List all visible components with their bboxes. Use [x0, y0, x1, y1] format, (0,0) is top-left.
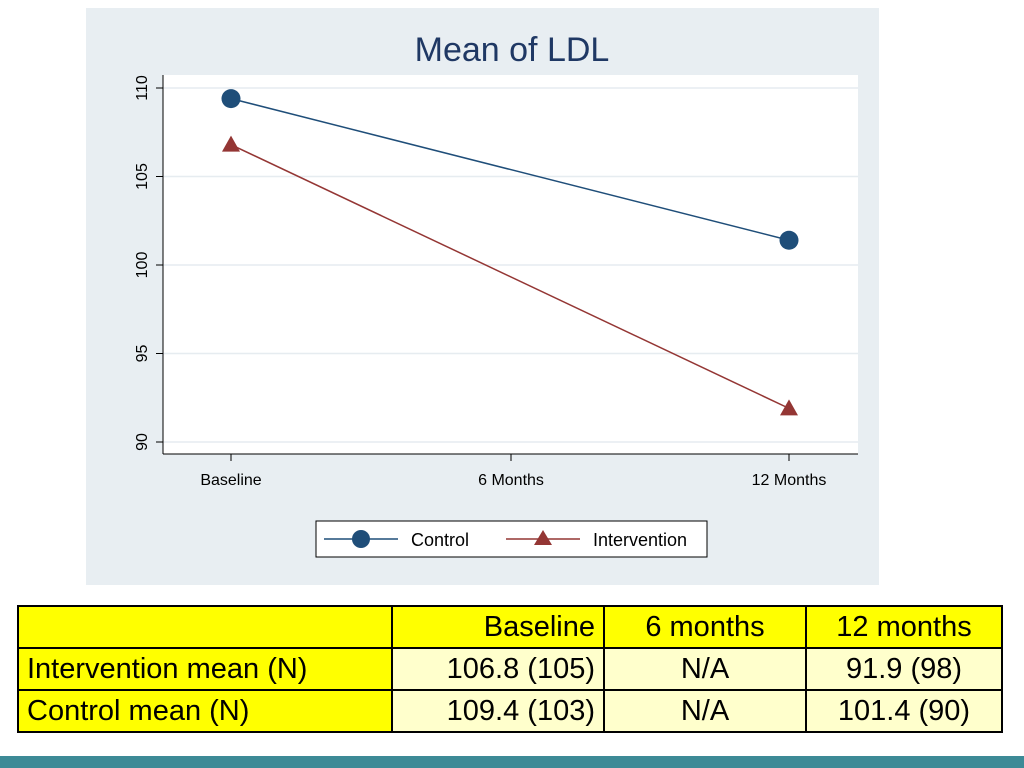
footer-bar: [0, 756, 1024, 768]
intervention-point: [222, 135, 240, 152]
gridlines: [163, 87, 858, 443]
y-tick-label: 105: [134, 163, 151, 190]
legend-label-intervention: Intervention: [593, 530, 687, 550]
control-line: [230, 97, 790, 241]
x-tick-label: 6 Months: [478, 472, 544, 489]
y-tick-label: 110: [134, 75, 151, 101]
table-row-intervention: Intervention mean (N) 106.8 (105) N/A 91…: [17, 647, 1003, 691]
table-header-baseline: Baseline: [391, 605, 605, 649]
control-12-months: 101.4 (90): [805, 689, 1003, 733]
chart-title: Mean of LDL: [415, 31, 610, 69]
intervention-baseline: 106.8 (105): [391, 647, 605, 691]
line-chart: Mean of LDL 90 95 100 105 110 Baseline 6 Month…: [134, 31, 858, 558]
axes: 90 95 100 105 110 Baseline 6 Months 12 Months: [134, 75, 858, 489]
x-tick-label: 12 Months: [752, 472, 827, 489]
ldl-summary-table: Baseline 6 months 12 months Intervention…: [17, 605, 1003, 733]
series: [221, 89, 799, 416]
table-header-6-months: 6 months: [603, 605, 807, 649]
table-header-12-months: 12 months: [805, 605, 1003, 649]
control-point: [221, 89, 241, 109]
y-tick-label: 90: [134, 433, 151, 451]
table-header-row: Baseline 6 months 12 months: [17, 605, 1003, 649]
control-6-months: N/A: [603, 689, 807, 733]
table-header-empty: [17, 605, 393, 649]
row-label-intervention: Intervention mean (N): [17, 647, 393, 691]
legend: Control Intervention: [315, 520, 708, 558]
intervention-6-months: N/A: [603, 647, 807, 691]
intervention-point: [780, 399, 798, 416]
legend-marker-intervention: [534, 530, 552, 545]
control-point: [779, 230, 799, 250]
row-label-control: Control mean (N): [17, 689, 393, 733]
intervention-line: [230, 143, 790, 410]
table-row-control: Control mean (N) 109.4 (103) N/A 101.4 (…: [17, 689, 1003, 733]
chart-panel: Mean of LDL 90 95 100 105 110 Baseline 6 Month…: [86, 8, 879, 585]
intervention-12-months: 91.9 (98): [805, 647, 1003, 691]
y-tick-label: 100: [134, 252, 151, 279]
legend-label-control: Control: [411, 530, 469, 550]
legend-marker-control: [352, 530, 370, 548]
x-tick-label: Baseline: [200, 472, 261, 489]
y-tick-label: 95: [134, 345, 151, 363]
control-baseline: 109.4 (103): [391, 689, 605, 733]
